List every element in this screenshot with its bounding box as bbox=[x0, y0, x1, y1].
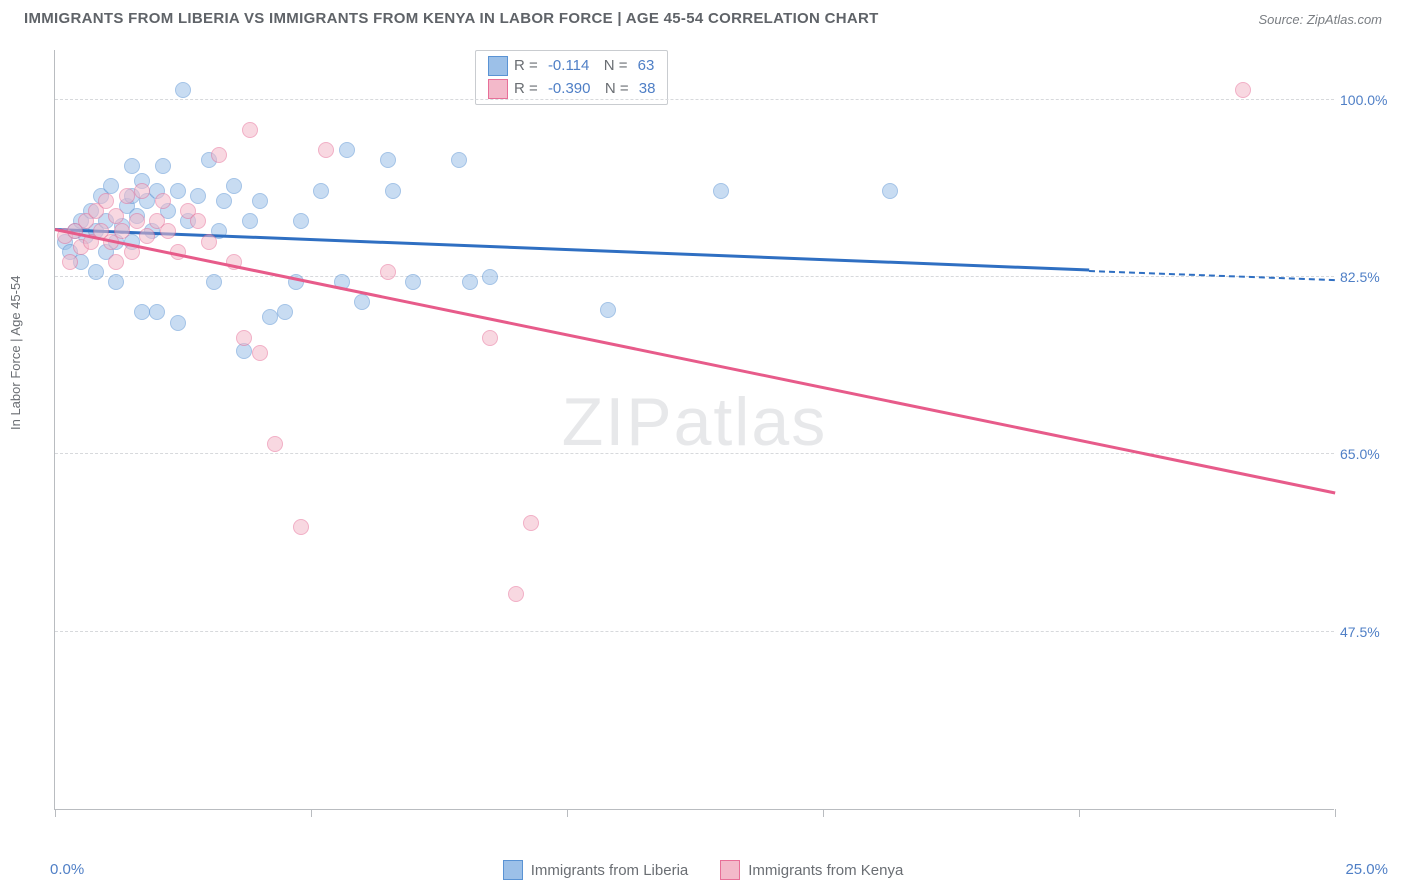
watermark: ZIPatlas bbox=[562, 383, 827, 461]
data-point bbox=[155, 158, 171, 174]
data-point bbox=[252, 345, 268, 361]
data-point bbox=[713, 183, 729, 199]
series-legend: Immigrants from Liberia Immigrants from … bbox=[0, 860, 1406, 880]
data-point bbox=[88, 264, 104, 280]
legend-r-label: R = bbox=[514, 78, 542, 101]
gridline bbox=[55, 276, 1334, 277]
data-point bbox=[882, 183, 898, 199]
data-point bbox=[226, 178, 242, 194]
legend-item-kenya: Immigrants from Kenya bbox=[720, 860, 903, 880]
data-point bbox=[160, 223, 176, 239]
data-point bbox=[114, 223, 130, 239]
data-point bbox=[170, 183, 186, 199]
data-point bbox=[103, 178, 119, 194]
data-point bbox=[380, 264, 396, 280]
data-point bbox=[206, 274, 222, 290]
y-tick-label: 100.0% bbox=[1340, 92, 1396, 108]
data-point bbox=[124, 158, 140, 174]
data-point bbox=[108, 254, 124, 270]
swatch-icon bbox=[720, 860, 740, 880]
data-point bbox=[451, 152, 467, 168]
data-point bbox=[108, 274, 124, 290]
data-point bbox=[139, 228, 155, 244]
x-tick bbox=[311, 809, 312, 817]
data-point bbox=[277, 304, 293, 320]
data-point bbox=[236, 330, 252, 346]
x-tick bbox=[567, 809, 568, 817]
data-point bbox=[339, 142, 355, 158]
data-point bbox=[354, 294, 370, 310]
legend-row-kenya: R = -0.390 N = 38 bbox=[488, 78, 655, 101]
source-label: Source: ZipAtlas.com bbox=[1258, 12, 1382, 27]
legend-n-value: 38 bbox=[639, 78, 656, 101]
data-point bbox=[108, 208, 124, 224]
x-tick bbox=[1335, 809, 1336, 817]
x-tick bbox=[55, 809, 56, 817]
data-point bbox=[134, 183, 150, 199]
data-point bbox=[190, 213, 206, 229]
data-point bbox=[252, 193, 268, 209]
data-point bbox=[201, 234, 217, 250]
data-point bbox=[170, 315, 186, 331]
data-point bbox=[380, 152, 396, 168]
swatch-icon bbox=[488, 56, 508, 76]
swatch-icon bbox=[488, 79, 508, 99]
data-point bbox=[134, 304, 150, 320]
data-point bbox=[313, 183, 329, 199]
legend-r-value: -0.390 bbox=[548, 78, 591, 101]
data-point bbox=[242, 122, 258, 138]
legend-r-value: -0.114 bbox=[548, 55, 589, 78]
trend-line bbox=[55, 228, 1336, 494]
x-tick bbox=[823, 809, 824, 817]
data-point bbox=[129, 213, 145, 229]
legend-row-liberia: R = -0.114 N = 63 bbox=[488, 55, 655, 78]
data-point bbox=[318, 142, 334, 158]
data-point bbox=[175, 82, 191, 98]
y-tick-label: 82.5% bbox=[1340, 269, 1396, 285]
data-point bbox=[405, 274, 421, 290]
correlation-legend: R = -0.114 N = 63 R = -0.390 N = 38 bbox=[475, 50, 668, 105]
data-point bbox=[462, 274, 478, 290]
data-point bbox=[482, 330, 498, 346]
data-point bbox=[149, 304, 165, 320]
legend-n-value: 63 bbox=[638, 55, 655, 78]
legend-n-label: N = bbox=[595, 55, 631, 78]
data-point bbox=[190, 188, 206, 204]
data-point bbox=[62, 254, 78, 270]
data-point bbox=[600, 302, 616, 318]
data-point bbox=[1235, 82, 1251, 98]
data-point bbox=[482, 269, 498, 285]
legend-label: Immigrants from Liberia bbox=[531, 862, 689, 879]
data-point bbox=[155, 193, 171, 209]
y-axis-label: In Labor Force | Age 45-54 bbox=[8, 276, 23, 430]
legend-n-label: N = bbox=[596, 78, 632, 101]
data-point bbox=[293, 213, 309, 229]
y-tick-label: 65.0% bbox=[1340, 446, 1396, 462]
data-point bbox=[262, 309, 278, 325]
gridline bbox=[55, 99, 1334, 100]
data-point bbox=[211, 147, 227, 163]
y-tick-label: 47.5% bbox=[1340, 624, 1396, 640]
data-point bbox=[523, 515, 539, 531]
data-point bbox=[267, 436, 283, 452]
legend-item-liberia: Immigrants from Liberia bbox=[503, 860, 689, 880]
chart-title: IMMIGRANTS FROM LIBERIA VS IMMIGRANTS FR… bbox=[24, 10, 879, 27]
data-point bbox=[98, 193, 114, 209]
data-point bbox=[216, 193, 232, 209]
x-tick bbox=[1079, 809, 1080, 817]
data-point bbox=[385, 183, 401, 199]
data-point bbox=[508, 586, 524, 602]
swatch-icon bbox=[503, 860, 523, 880]
data-point bbox=[293, 519, 309, 535]
data-point bbox=[119, 188, 135, 204]
scatter-chart: ZIPatlas R = -0.114 N = 63 R = -0.390 N … bbox=[54, 50, 1334, 810]
data-point bbox=[242, 213, 258, 229]
legend-r-label: R = bbox=[514, 55, 542, 78]
gridline bbox=[55, 631, 1334, 632]
legend-label: Immigrants from Kenya bbox=[748, 862, 903, 879]
